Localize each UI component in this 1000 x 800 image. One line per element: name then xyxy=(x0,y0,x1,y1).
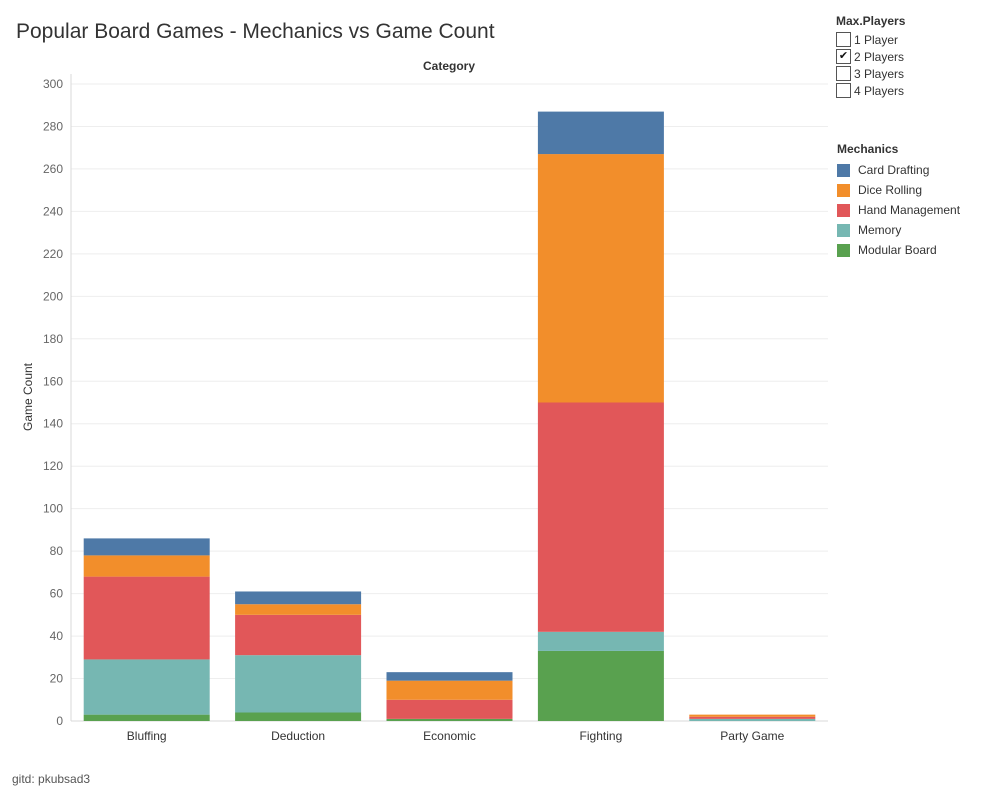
filter-options: 1 Player ✔ 2 Players 3 Players 4 Players xyxy=(836,31,905,99)
bar-segment[interactable] xyxy=(235,604,362,615)
x-tick-label: Bluffing xyxy=(127,729,167,743)
filter-option-label: 3 Players xyxy=(854,66,905,81)
bar-segment[interactable] xyxy=(235,614,362,656)
y-tick-label: 120 xyxy=(43,459,63,473)
legend-swatch xyxy=(837,183,850,197)
bar-segment[interactable] xyxy=(235,712,362,721)
bar-segment[interactable] xyxy=(689,718,816,721)
y-tick-label: 200 xyxy=(43,289,63,303)
x-tick-label: Economic xyxy=(423,729,476,743)
y-tick-label: 100 xyxy=(43,502,63,516)
checkbox-icon[interactable] xyxy=(836,83,851,98)
bar-segment[interactable] xyxy=(537,154,664,403)
x-tick-label: Fighting xyxy=(580,729,623,743)
legend-swatch xyxy=(837,203,850,217)
bar-segment[interactable] xyxy=(537,402,664,632)
legend-item[interactable]: Hand Management xyxy=(837,200,960,220)
bar-segment[interactable] xyxy=(83,659,210,715)
bar-segment[interactable] xyxy=(235,655,362,713)
y-tick-label: 220 xyxy=(43,247,63,261)
checkbox-icon[interactable] xyxy=(836,66,851,81)
legend-title: Mechanics xyxy=(837,142,899,156)
y-tick-label: 60 xyxy=(50,587,64,601)
filter-title: Max.Players xyxy=(836,14,906,28)
y-tick-label: 20 xyxy=(50,672,64,686)
y-axis-title: Game Count xyxy=(21,362,35,431)
bar-segment[interactable] xyxy=(386,718,513,721)
legend-item[interactable]: Dice Rolling xyxy=(837,180,960,200)
bar-segment[interactable] xyxy=(537,631,664,651)
legend-swatch xyxy=(837,243,850,257)
bar-segment[interactable] xyxy=(386,672,513,681)
gridlines xyxy=(71,83,828,722)
mechanics-legend: Mechanics Card Drafting Dice Rolling Hand … xyxy=(837,142,960,260)
legend-swatch xyxy=(837,163,850,177)
axis-labels: 0 20 40 60 80 100 120 140 160 180 200 220 240 260 280 3… xyxy=(21,59,785,743)
y-tick-label: 180 xyxy=(43,332,63,346)
legend-item-label: Card Drafting xyxy=(858,163,930,177)
y-tick-label: 260 xyxy=(43,162,63,176)
y-tick-label: 280 xyxy=(43,119,63,133)
filter-option-label: 2 Players xyxy=(854,49,905,64)
y-tick-label: 160 xyxy=(43,374,63,388)
checkbox-checked-icon[interactable]: ✔ xyxy=(836,49,851,64)
bar-segment[interactable] xyxy=(689,716,816,719)
bar-segment[interactable] xyxy=(83,714,210,721)
y-tick-label: 240 xyxy=(43,204,63,218)
bar-segment[interactable] xyxy=(386,699,513,719)
checkbox-icon[interactable] xyxy=(836,32,851,47)
column-header: Category xyxy=(423,59,475,73)
x-tick-label: Party Game xyxy=(720,729,784,743)
bar-segment[interactable] xyxy=(235,591,362,605)
filter-option[interactable]: 3 Players xyxy=(836,65,905,82)
footer-text: gitd: pkubsad3 xyxy=(12,772,91,786)
filter-option[interactable]: 1 Player xyxy=(836,31,905,48)
bars xyxy=(83,111,816,721)
y-tick-label: 0 xyxy=(56,714,63,728)
bar-segment[interactable] xyxy=(689,714,816,717)
legend-item-label: Modular Board xyxy=(858,243,937,257)
y-tick-label: 40 xyxy=(50,629,64,643)
chart-title: Popular Board Games - Mechanics vs Game … xyxy=(16,20,495,43)
filter-option-label: 1 Player xyxy=(854,32,899,47)
bar-segment[interactable] xyxy=(537,111,664,155)
legend-item[interactable]: Memory xyxy=(837,220,960,240)
bar-segment[interactable] xyxy=(83,555,210,577)
bar-segment[interactable] xyxy=(83,538,210,556)
filter-option[interactable]: 4 Players xyxy=(836,82,905,99)
bar-segment[interactable] xyxy=(537,650,664,721)
y-tick-label: 300 xyxy=(43,77,63,91)
filter-option[interactable]: ✔ 2 Players xyxy=(836,48,905,65)
legend-items: Card Drafting Dice Rolling Hand Management… xyxy=(837,160,960,260)
legend-item[interactable]: Card Drafting xyxy=(837,160,960,180)
legend-item-label: Hand Management xyxy=(858,203,961,217)
x-tick-label: Deduction xyxy=(271,729,325,743)
legend-item-label: Memory xyxy=(858,223,902,237)
filter-option-label: 4 Players xyxy=(854,83,905,98)
y-tick-label: 80 xyxy=(50,544,64,558)
max-players-filter: Max.Players 1 Player ✔ 2 Players 3 Players 4… xyxy=(836,14,905,99)
stacked-bar-chart: 0 20 40 60 80 100 120 140 160 180 200 220 240 260 280 3… xyxy=(21,59,828,743)
y-tick-label: 140 xyxy=(43,417,63,431)
bar-segment[interactable] xyxy=(83,576,210,660)
bar-segment[interactable] xyxy=(386,680,513,700)
legend-item-label: Dice Rolling xyxy=(858,183,923,197)
legend-item[interactable]: Modular Board xyxy=(837,240,960,260)
legend-swatch xyxy=(837,223,850,237)
